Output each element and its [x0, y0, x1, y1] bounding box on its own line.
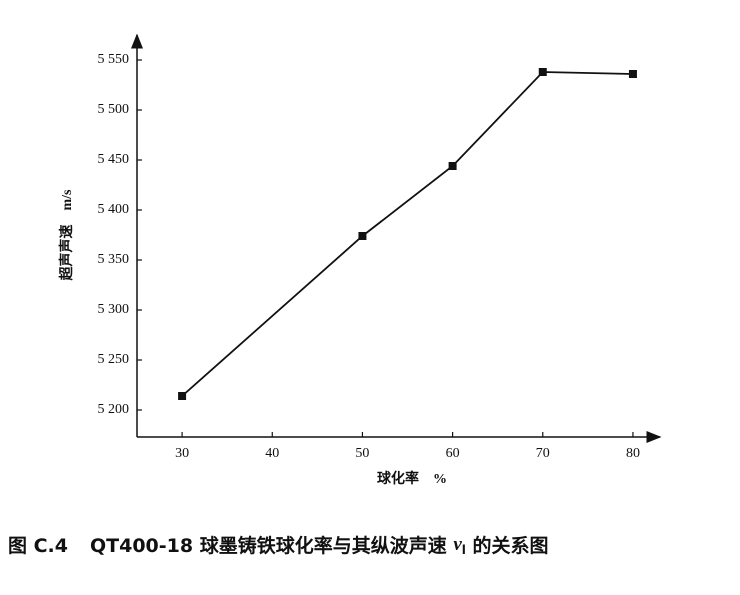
- y-tick-label: 5 250: [98, 352, 130, 367]
- x-tick-label: 60: [446, 446, 460, 461]
- caption-subscript: l: [462, 543, 466, 557]
- marker: [538, 68, 547, 76]
- marker: [628, 70, 637, 78]
- x-axis-label: 球化率 %: [377, 470, 447, 487]
- x-tick-label: 80: [626, 446, 640, 461]
- marker: [178, 392, 187, 400]
- y-tick-label: 5 300: [98, 302, 130, 317]
- caption-symbol: v: [453, 534, 462, 555]
- y-tick-label: 5 550: [98, 52, 130, 67]
- caption-number: 图 C.4: [8, 535, 68, 557]
- y-tick-label: 5 400: [98, 202, 130, 217]
- y-axis-label: 超声声速 m/s: [58, 189, 75, 282]
- caption-text: 的关系图: [466, 534, 549, 557]
- y-tick-label: 5 500: [98, 102, 130, 117]
- marker: [448, 162, 457, 170]
- caption: 图 C.4 QT400-18 球墨铸铁球化率与其纵波声速 vl 的关系图: [8, 534, 549, 557]
- y-tick-label: 5 200: [98, 402, 130, 417]
- line: [181, 71, 633, 397]
- x-tick-label: 50: [355, 446, 369, 461]
- caption-text: QT400-18 球墨铸铁球化率与其纵波声速: [90, 534, 453, 557]
- x-tick-label: 70: [536, 446, 550, 461]
- x-tick-label: 40: [265, 446, 279, 461]
- y-tick-label: 5 350: [98, 252, 130, 267]
- marker: [358, 232, 367, 240]
- y-tick-label: 5 450: [98, 152, 130, 167]
- x-tick-label: 30: [175, 446, 189, 461]
